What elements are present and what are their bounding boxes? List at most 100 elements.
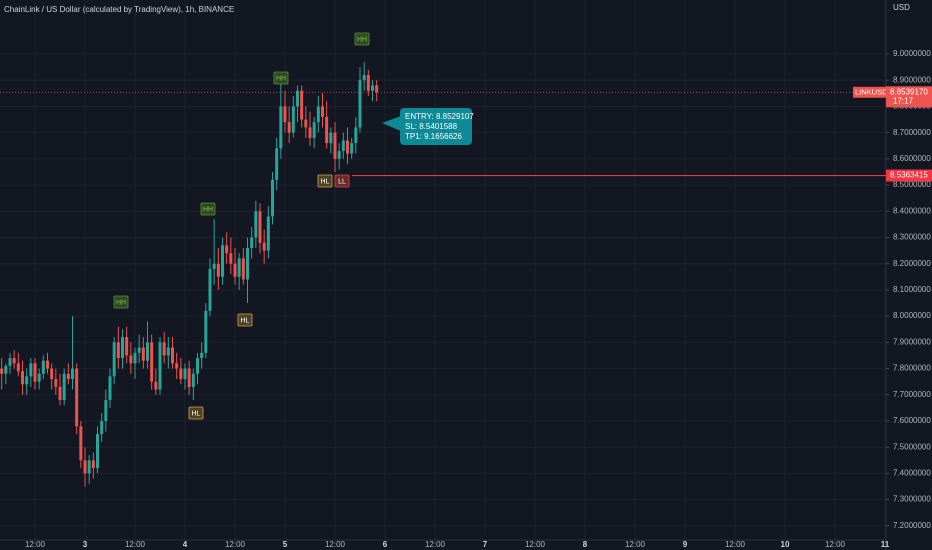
callout-line: ENTRY: 8.8529107: [405, 112, 474, 121]
candle-body: [100, 420, 104, 435]
callout-line: SL: 8.5401588: [405, 122, 458, 131]
candle-body: [371, 85, 374, 91]
candle-body: [237, 258, 241, 277]
candle-body: [79, 426, 83, 461]
x-tick-label: 5: [283, 540, 288, 549]
candle-body: [200, 352, 204, 359]
candle-body: [87, 460, 91, 474]
candle-body: [66, 373, 70, 380]
candle-body: [33, 363, 37, 382]
y-tick-label: 8.6000000: [893, 154, 931, 163]
x-tick-label: 12:00: [825, 540, 846, 549]
candle-body: [216, 263, 220, 277]
candle-body: [75, 368, 79, 427]
candle-body: [258, 211, 262, 243]
candle-body: [133, 352, 137, 364]
y-tick-label: 8.9000000: [893, 75, 931, 84]
annotation-box: [334, 174, 350, 188]
annotation-label: HL: [321, 178, 330, 185]
candle-body: [125, 337, 129, 356]
candle-body: [108, 376, 112, 401]
candle-body: [341, 140, 345, 151]
candle-body: [141, 347, 145, 361]
x-tick-label: 12:00: [425, 540, 446, 549]
candle-body: [166, 347, 170, 356]
y-tick-label: 7.5000000: [893, 442, 931, 451]
candle-body: [308, 127, 312, 138]
x-tick-label: 7: [483, 540, 488, 549]
candle-body: [121, 337, 124, 359]
candle-body: [71, 368, 74, 380]
symbol-label-bg: [853, 86, 886, 98]
level-label-bg: [886, 169, 932, 182]
candle-body: [362, 74, 366, 81]
candle-body: [183, 368, 187, 380]
y-tick-label: 9.0000000: [893, 49, 931, 58]
candle-body: [291, 106, 295, 133]
candle-body: [346, 140, 349, 154]
candle-body: [366, 74, 370, 91]
x-tick-label: 8: [583, 540, 588, 549]
y-tick-label: 7.7000000: [893, 390, 931, 399]
x-tick-label: 12:00: [325, 540, 346, 549]
x-tick-label: 12:00: [725, 540, 746, 549]
y-tick-label: 8.1000000: [893, 285, 931, 294]
candle-body: [283, 106, 287, 123]
candle-body: [229, 253, 233, 264]
candle-body: [83, 460, 87, 474]
candle-body: [150, 342, 154, 382]
candle-body: [158, 342, 162, 390]
level-label: 8.5363415: [890, 171, 928, 180]
annotation-label: HH: [276, 75, 286, 82]
candle-body: [321, 106, 324, 117]
candle-body: [241, 258, 245, 280]
callout-pointer: [382, 116, 401, 131]
candle-body: [104, 400, 108, 421]
callout-line: TP1: 9.1656626: [405, 132, 462, 141]
callout-box: [400, 108, 472, 145]
candle-body: [112, 342, 116, 377]
annotation-label: HH: [116, 299, 126, 306]
candle-body: [337, 150, 341, 159]
candle-body: [179, 368, 183, 380]
annotation-box: [200, 202, 216, 216]
candle-body: [312, 122, 316, 138]
x-tick-label: 12:00: [525, 540, 546, 549]
candle-body: [62, 373, 66, 401]
candle-body: [96, 434, 99, 469]
candle-body: [221, 245, 224, 277]
candle-body: [300, 90, 304, 120]
candles: [0, 61, 379, 487]
candle-body: [191, 373, 195, 387]
annotation-label: HH: [203, 206, 213, 213]
annotation-box: [273, 71, 289, 85]
y-tick-label: 7.6000000: [893, 416, 931, 425]
annotation-box: [237, 313, 253, 327]
candle-body: [154, 381, 158, 390]
candle-body: [4, 365, 8, 374]
candle-body: [333, 132, 337, 159]
price-label: 8.8539170: [890, 87, 928, 96]
candle-body: [375, 85, 379, 93]
annotation-box: [188, 406, 204, 420]
candle-body: [175, 363, 179, 369]
candle-body: [354, 127, 358, 144]
candle-body: [266, 216, 270, 251]
y-tick-label: 8.3000000: [893, 233, 931, 242]
x-tick-label: 11: [881, 540, 890, 549]
candle-body: [271, 179, 274, 217]
candle-body: [58, 386, 62, 401]
y-tick-label: 7.4000000: [893, 469, 931, 478]
currency-label: USD: [893, 3, 910, 12]
x-tick-label: 12:00: [625, 540, 646, 549]
y-tick-label: 7.2000000: [893, 521, 931, 530]
y-tick-label: 7.8000000: [893, 364, 931, 373]
x-tick-label: 10: [781, 540, 790, 549]
candle-body: [350, 143, 354, 154]
candle-body: [316, 106, 320, 123]
